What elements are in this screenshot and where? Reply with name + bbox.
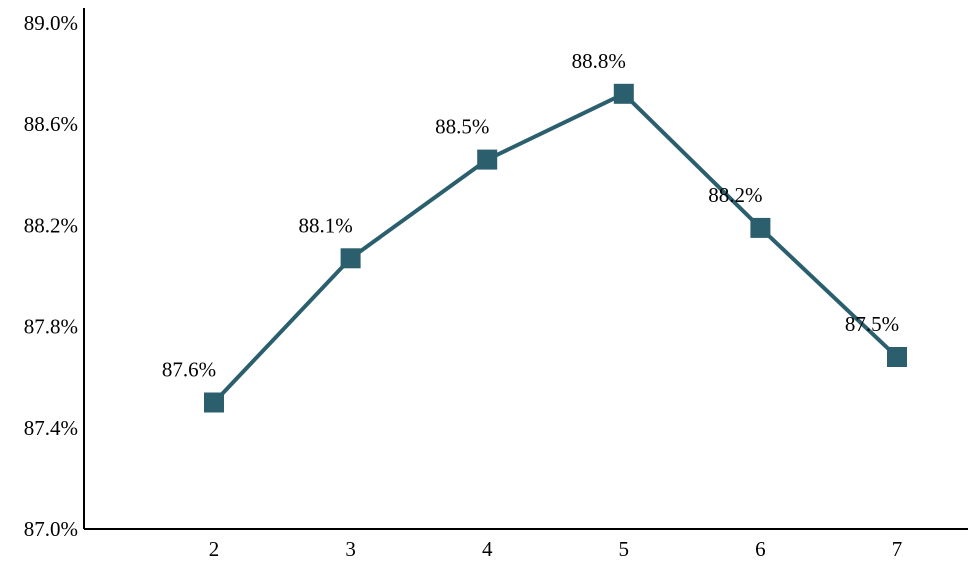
data-point-marker [477, 149, 498, 170]
data-label: 88.1% [298, 213, 352, 237]
series-line-group [212, 91, 899, 404]
y-tick-label: 87.0% [24, 517, 78, 541]
data-point-marker [613, 83, 634, 104]
data-point-marker [340, 248, 361, 269]
data-labels: 87.6% 88.1% 88.5% 88.8% 88.2% 87.5% [162, 49, 899, 382]
data-markers [204, 83, 907, 413]
y-tick-label: 89.0% [24, 11, 78, 35]
data-point-marker [204, 392, 224, 413]
data-point-marker [887, 347, 907, 367]
x-tick-label: 4 [482, 537, 493, 561]
x-tick-label: 3 [345, 537, 356, 561]
x-tick-label: 2 [209, 537, 220, 561]
x-tick-labels: 2 3 4 5 6 7 [209, 537, 903, 561]
data-label: 87.6% [162, 358, 216, 382]
data-label: 87.5% [845, 312, 899, 336]
x-tick-label: 5 [619, 537, 630, 561]
data-label: 88.5% [435, 115, 489, 139]
data-label: 88.8% [572, 49, 626, 73]
data-point-marker [750, 217, 771, 238]
x-tick-label: 6 [755, 537, 766, 561]
y-tick-label: 87.4% [24, 416, 78, 440]
y-tick-label: 87.8% [24, 315, 78, 339]
y-tick-labels: 87.0% 87.4% 87.8% 88.2% 88.6% 89.0% [24, 11, 78, 541]
y-tick-label: 88.2% [24, 213, 78, 237]
data-label: 88.2% [708, 183, 762, 207]
x-tick-label: 7 [892, 537, 903, 561]
y-tick-label: 88.6% [24, 112, 78, 136]
series-line [212, 91, 899, 404]
